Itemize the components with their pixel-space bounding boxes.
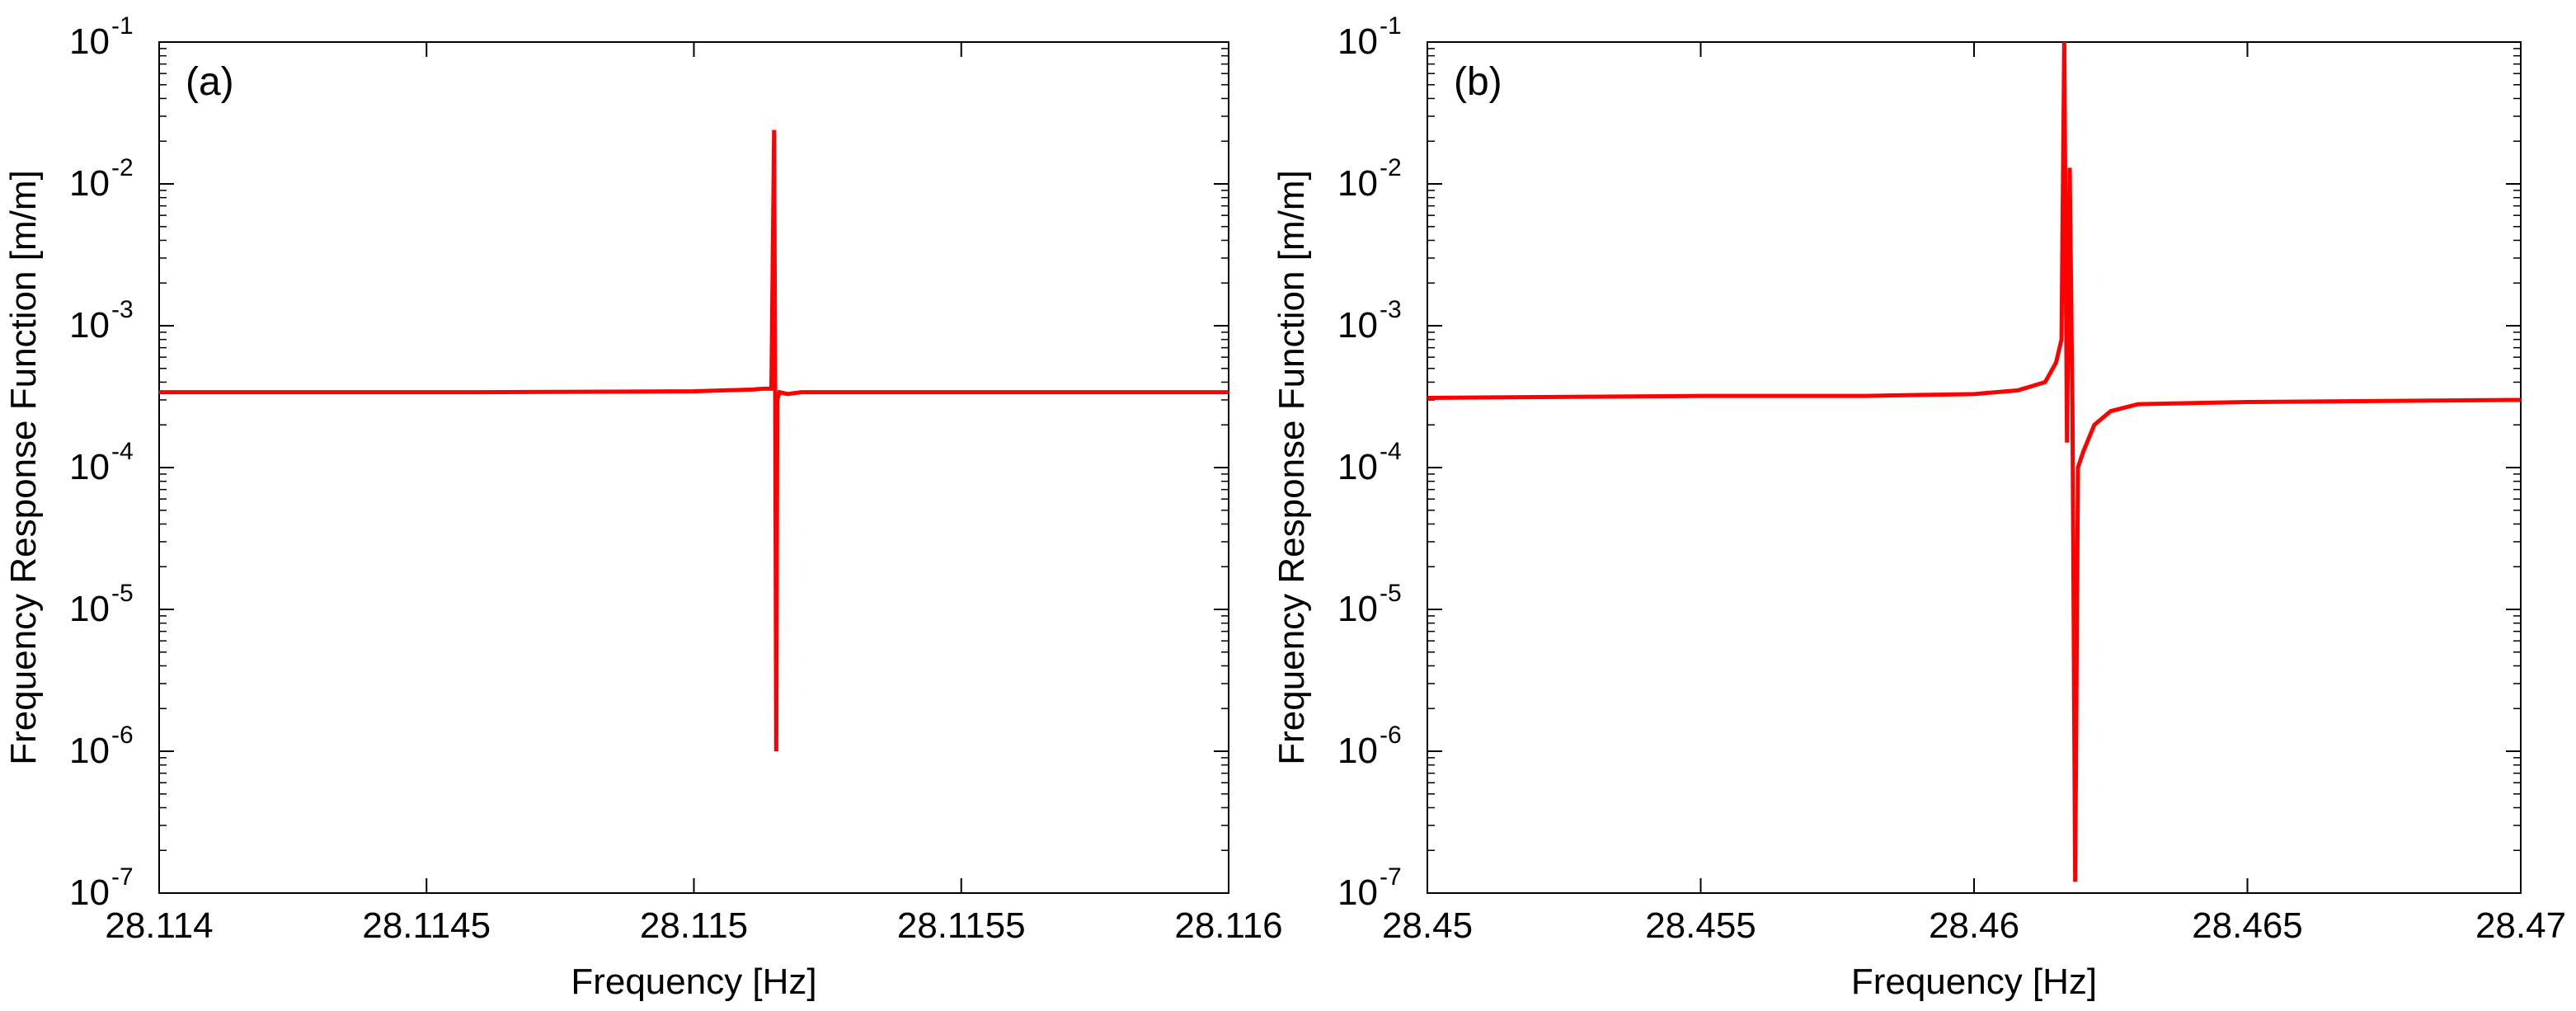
y-tick-base: 10	[1337, 447, 1378, 487]
series-line-0	[1427, 41, 2522, 882]
x-tick-label: 28.114	[105, 905, 213, 946]
y-tick-label: 10 -2	[1337, 154, 1402, 204]
y-tick-base: 10	[69, 305, 110, 346]
y-tick-label: 10 -5	[69, 580, 134, 629]
series-line-0	[159, 129, 1229, 752]
chart-panel-a: 28.114 28.1145 28.115 28.1155 28.11610-710-6…	[3, 12, 1283, 1002]
x-tick-label: 28.45	[1382, 905, 1473, 946]
panel-label: (b)	[1454, 60, 1502, 104]
x-tick-label: 28.115	[640, 905, 748, 946]
x-tick-label: 28.47	[2475, 905, 2566, 946]
y-tick-base: 10	[1337, 21, 1378, 62]
y-tick-exponent: -2	[111, 154, 134, 181]
x-tick-label: 28.116	[1174, 905, 1282, 946]
y-tick-label: 10 -3	[1337, 296, 1402, 346]
y-tick-exponent: -5	[111, 580, 134, 607]
y-tick-exponent: -5	[1380, 580, 1402, 607]
plot-area-frame	[158, 41, 1229, 894]
y-tick-base: 10	[69, 21, 110, 62]
y-tick-label: 10 -6	[1337, 722, 1402, 771]
y-axis-title: Frequency Response Function [m/m]	[1272, 170, 1312, 764]
y-tick-exponent: -2	[1380, 154, 1402, 181]
y-tick-exponent: -7	[111, 863, 134, 891]
x-axis-title: Frequency [Hz]	[571, 962, 816, 1002]
x-tick-label: 28.46	[1929, 905, 2019, 946]
panel-label: (a)	[186, 60, 234, 104]
y-tick-label: 10 -6	[69, 722, 134, 771]
y-tick-exponent: -3	[111, 296, 134, 323]
x-axis-title: Frequency [Hz]	[1851, 962, 2097, 1002]
y-tick-label: 10 -5	[1337, 580, 1402, 629]
y-tick-base: 10	[69, 872, 110, 913]
y-tick-label: 10 -7	[1337, 863, 1402, 913]
y-tick-exponent: -3	[1380, 296, 1402, 323]
y-tick-exponent: -6	[1380, 722, 1402, 749]
y-tick-base: 10	[69, 731, 110, 771]
y-tick-base: 10	[1337, 872, 1378, 913]
y-tick-label: 10 -2	[69, 154, 134, 204]
y-tick-base: 10	[1337, 589, 1378, 629]
y-tick-exponent: -1	[111, 12, 134, 40]
y-tick-label: 10 -4	[69, 438, 134, 487]
y-tick-exponent: -1	[1380, 12, 1402, 40]
y-tick-exponent: -4	[1380, 438, 1402, 465]
y-tick-exponent: -4	[111, 438, 134, 465]
x-tick-label: 28.455	[1645, 905, 1756, 946]
plot-area-frame	[1427, 41, 2522, 894]
y-tick-base: 10	[1337, 731, 1378, 771]
y-tick-base: 10	[69, 589, 110, 629]
y-tick-base: 10	[1337, 163, 1378, 204]
x-tick-label: 28.1145	[362, 905, 491, 946]
x-tick-label: 28.1155	[897, 905, 1026, 946]
y-tick-label: 10 -3	[69, 296, 134, 346]
y-tick-label: 10 -1	[1337, 12, 1402, 62]
x-tick-label: 28.465	[2192, 905, 2303, 946]
y-tick-exponent: -6	[111, 722, 134, 749]
y-tick-base: 10	[1337, 305, 1378, 346]
y-tick-label: 10 -4	[1337, 438, 1402, 487]
y-tick-base: 10	[69, 163, 110, 204]
y-tick-base: 10	[69, 447, 110, 487]
y-tick-label: 10 -7	[69, 863, 134, 913]
y-tick-label: 10 -1	[69, 12, 134, 62]
y-axis-title: Frequency Response Function [m/m]	[3, 170, 44, 764]
y-tick-exponent: -7	[1380, 863, 1402, 891]
